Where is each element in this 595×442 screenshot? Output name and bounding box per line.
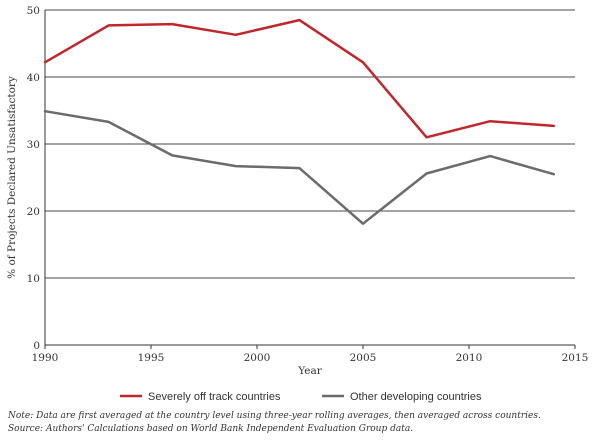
y-tick-label: 0 [33, 340, 40, 352]
gridlines [45, 9, 575, 279]
x-tick-label: 2000 [244, 352, 271, 364]
y-tick-label: 10 [27, 273, 40, 285]
chart-source: Source: Authors' Calculations based on W… [8, 424, 414, 434]
y-tick-label: 20 [27, 206, 40, 218]
legend: Severely off track countries Other devel… [120, 391, 482, 403]
legend-label-other-developing: Other developing countries [350, 391, 482, 403]
x-axis-title: Year [297, 365, 322, 377]
tick-labels: 0 10 20 30 40 50 1990 1995 2000 2005 2010 2015 [27, 5, 589, 364]
y-tick-label: 30 [27, 139, 40, 151]
x-tick-label: 1995 [138, 352, 165, 364]
x-tick-label: 2005 [350, 352, 377, 364]
x-tick-label: 1990 [32, 352, 59, 364]
y-axis-title: % of Projects Declared Unsatisfactory [6, 76, 18, 279]
chart-note: Note: Data are first averaged at the cou… [8, 411, 541, 421]
series-line-0 [43, 18, 556, 139]
series-line-1 [43, 109, 556, 225]
y-tick-label: 50 [27, 5, 40, 17]
legend-label-severely-off-track: Severely off track countries [148, 391, 281, 403]
y-tick-label: 40 [27, 72, 40, 84]
x-tick-label: 2015 [562, 352, 589, 364]
x-tick-label: 2010 [456, 352, 483, 364]
series-lines [43, 18, 556, 225]
axes [44, 10, 576, 349]
